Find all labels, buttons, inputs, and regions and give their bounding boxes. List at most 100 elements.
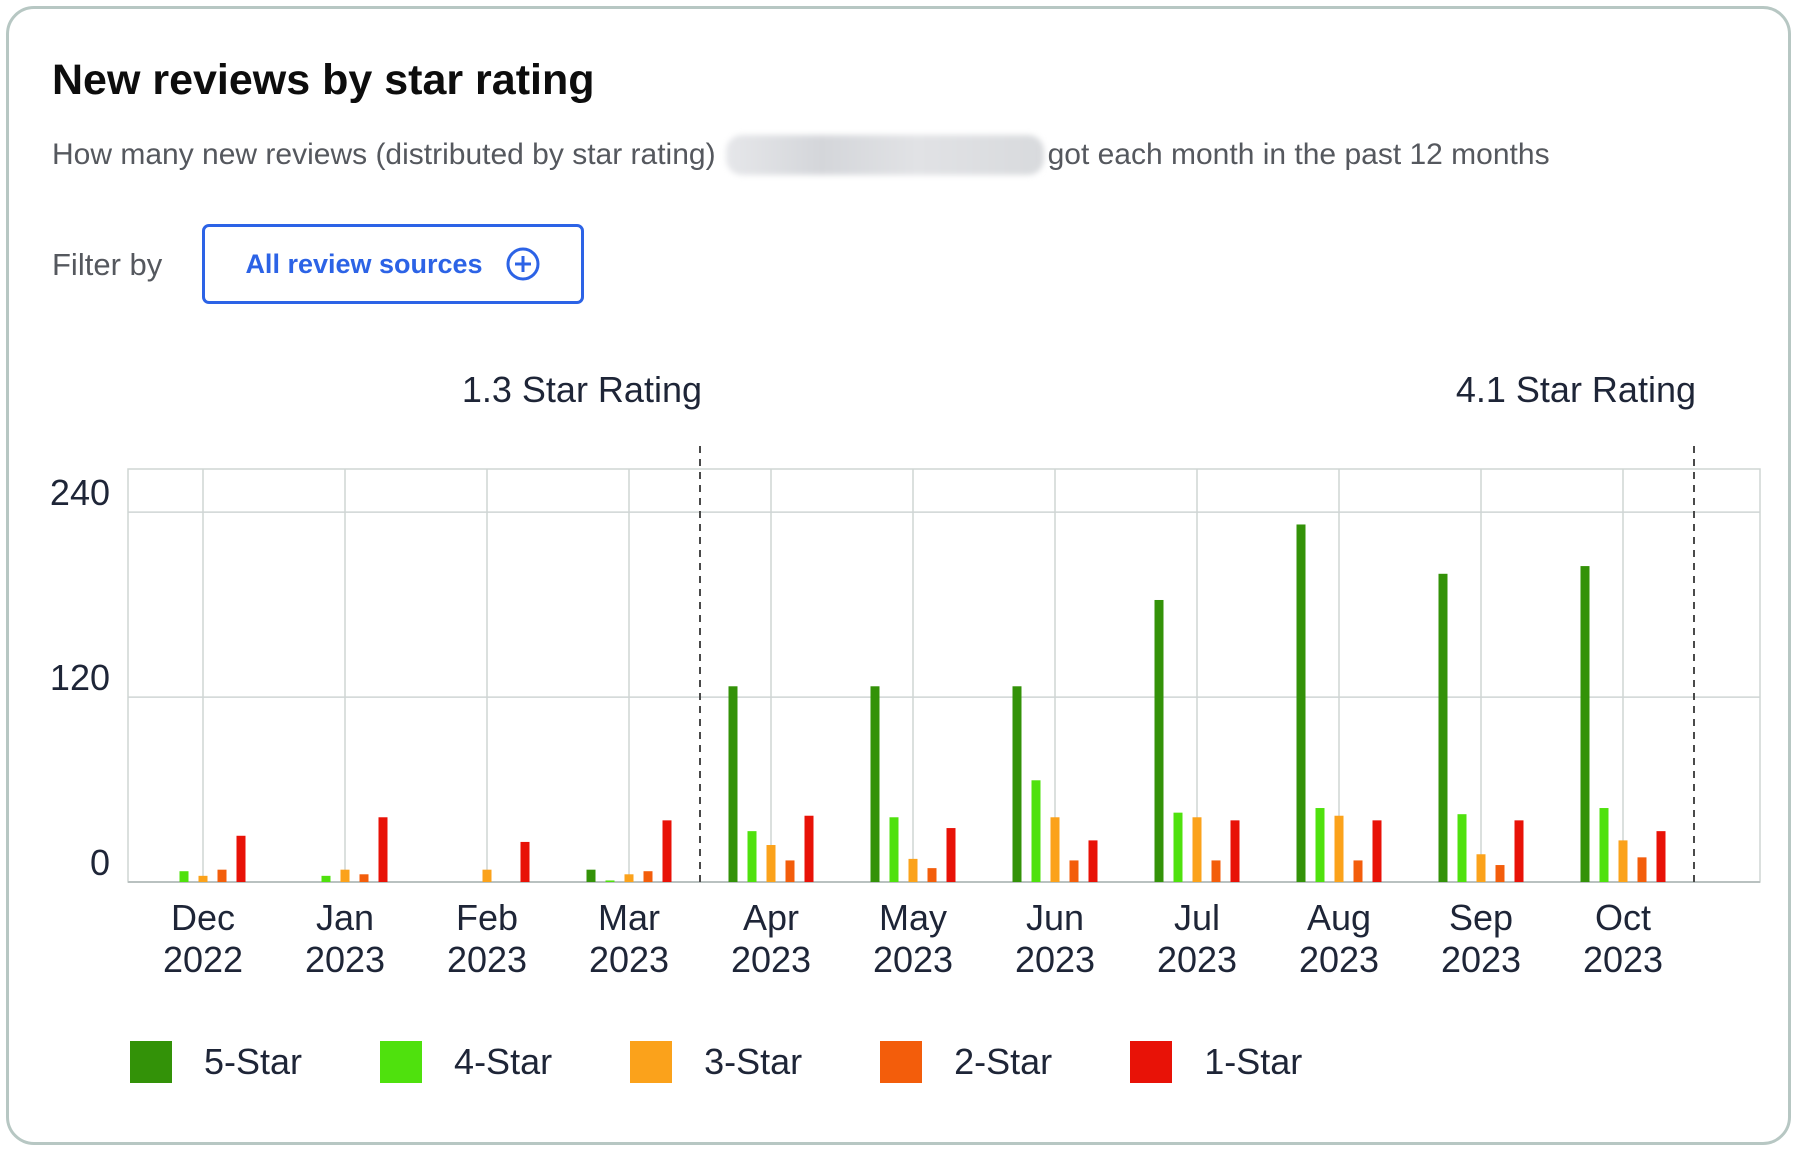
- bar-5-star: [1296, 524, 1306, 882]
- bar-1-star: [1514, 820, 1524, 882]
- bar-3-star: [482, 869, 492, 882]
- x-tick-label-year: 2023: [1015, 939, 1095, 980]
- x-tick-label-year: 2023: [1441, 939, 1521, 980]
- x-tick-label-year: 2023: [731, 939, 811, 980]
- x-tick-label-month: Jan: [316, 897, 374, 938]
- bar-4-star: [321, 875, 331, 882]
- legend-item: 3-Star: [630, 1041, 802, 1083]
- bar-2-star: [359, 874, 369, 882]
- x-tick-label-month: Feb: [456, 897, 518, 938]
- y-tick-label: 120: [50, 657, 110, 698]
- x-tick-label-month: Sep: [1449, 897, 1513, 938]
- filter-label: Filter by: [52, 247, 163, 282]
- x-tick-label-year: 2023: [1299, 939, 1379, 980]
- bar-1-star: [1230, 820, 1240, 882]
- bar-3-star: [1476, 854, 1486, 882]
- bar-2-star: [1211, 860, 1221, 882]
- subtitle-text-before: How many new reviews (distributed by sta…: [52, 138, 716, 171]
- legend-swatch: [1130, 1041, 1173, 1083]
- bar-5-star: [870, 686, 880, 882]
- bar-3-star: [1334, 815, 1344, 882]
- bar-1-star: [804, 815, 814, 882]
- bar-4-star: [1173, 812, 1183, 882]
- bar-4-star: [605, 880, 615, 882]
- bar-2-star: [1637, 857, 1647, 882]
- x-tick-label-month: May: [879, 897, 947, 938]
- legend-swatch: [130, 1041, 172, 1083]
- legend-label: 2-Star: [954, 1041, 1053, 1082]
- legend-label: 3-Star: [704, 1041, 803, 1082]
- bar-3-star: [766, 845, 776, 882]
- bar-3-star: [1050, 817, 1060, 882]
- bar-2-star: [643, 871, 653, 882]
- y-tick-label: 240: [50, 472, 110, 513]
- x-tick-label-month: Aug: [1307, 897, 1371, 938]
- bar-2-star: [785, 860, 795, 882]
- plus-circle-icon: [505, 246, 541, 282]
- subtitle-text-after: got each month in the past 12 months: [1047, 138, 1550, 171]
- bar-1-star: [1088, 840, 1098, 882]
- bar-4-star: [1599, 808, 1609, 882]
- chart-subtitle: How many new reviews (distributed by sta…: [52, 135, 1550, 175]
- legend-label: 5-Star: [204, 1041, 303, 1082]
- bar-2-star: [1353, 860, 1363, 882]
- bar-5-star: [1012, 686, 1022, 882]
- bar-4-star: [747, 831, 757, 882]
- chart-legend: 5-Star 4-Star 3-Star 2-Star 1-Star: [130, 1041, 1302, 1083]
- bar-5-star: [1580, 566, 1590, 882]
- x-tick-label-year: 2023: [447, 939, 527, 980]
- x-tick-label-year: 2023: [1583, 939, 1663, 980]
- bar-4-star: [1031, 780, 1041, 882]
- x-tick-label-month: Jul: [1174, 897, 1220, 938]
- bar-3-star: [340, 869, 350, 882]
- bar-3-star: [1192, 817, 1202, 882]
- rating-annotation-label: 1.3 Star Rating: [462, 369, 702, 410]
- x-tick-label-month: Apr: [743, 897, 799, 938]
- legend-label: 1-Star: [1204, 1041, 1303, 1082]
- x-tick-label-year: 2023: [305, 939, 385, 980]
- bar-1-star: [1372, 820, 1382, 882]
- legend-swatch: [380, 1041, 423, 1083]
- y-tick-label: 0: [90, 842, 110, 883]
- x-tick-label-year: 2023: [1157, 939, 1237, 980]
- bar-1-star: [378, 817, 388, 882]
- bar-4-star: [1457, 814, 1467, 882]
- legend-label: 4-Star: [454, 1041, 553, 1082]
- legend-item: 4-Star: [380, 1041, 552, 1083]
- bar-1-star: [1656, 831, 1666, 882]
- x-tick-label-month: Oct: [1595, 897, 1651, 938]
- bar-3-star: [908, 858, 918, 882]
- bar-4-star: [889, 817, 899, 882]
- x-tick-label-year: 2023: [873, 939, 953, 980]
- bar-2-star: [217, 869, 227, 882]
- bar-3-star: [624, 874, 634, 882]
- bar-3-star: [1618, 840, 1628, 882]
- bar-2-star: [1495, 865, 1505, 882]
- x-tick-label-year: 2023: [589, 939, 669, 980]
- x-tick-label-month: Jun: [1026, 897, 1084, 938]
- bar-5-star: [1438, 573, 1448, 882]
- x-tick-label-month: Dec: [171, 897, 235, 938]
- legend-swatch: [880, 1041, 923, 1083]
- bar-2-star: [1069, 860, 1079, 882]
- bar-1-star: [946, 828, 956, 882]
- bar-4-star: [179, 871, 189, 882]
- bar-1-star: [520, 841, 530, 882]
- bar-5-star: [586, 869, 596, 882]
- bar-3-star: [198, 875, 208, 882]
- chart-card: [6, 6, 1791, 1145]
- bar-2-star: [927, 868, 937, 882]
- review-sources-filter-button[interactable]: All review sources: [202, 224, 584, 304]
- bar-5-star: [1154, 599, 1164, 882]
- x-tick-label-month: Mar: [598, 897, 660, 938]
- plot-border: [127, 468, 1761, 883]
- legend-item: 1-Star: [1130, 1041, 1302, 1083]
- bar-4-star: [1315, 808, 1325, 882]
- legend-item: 5-Star: [130, 1041, 302, 1083]
- legend-item: 2-Star: [880, 1041, 1052, 1083]
- page-title: New reviews by star rating: [52, 56, 595, 104]
- rating-annotation-label: 4.1 Star Rating: [1456, 369, 1696, 410]
- bar-1-star: [236, 835, 246, 882]
- redacted-business-name: [725, 135, 1044, 175]
